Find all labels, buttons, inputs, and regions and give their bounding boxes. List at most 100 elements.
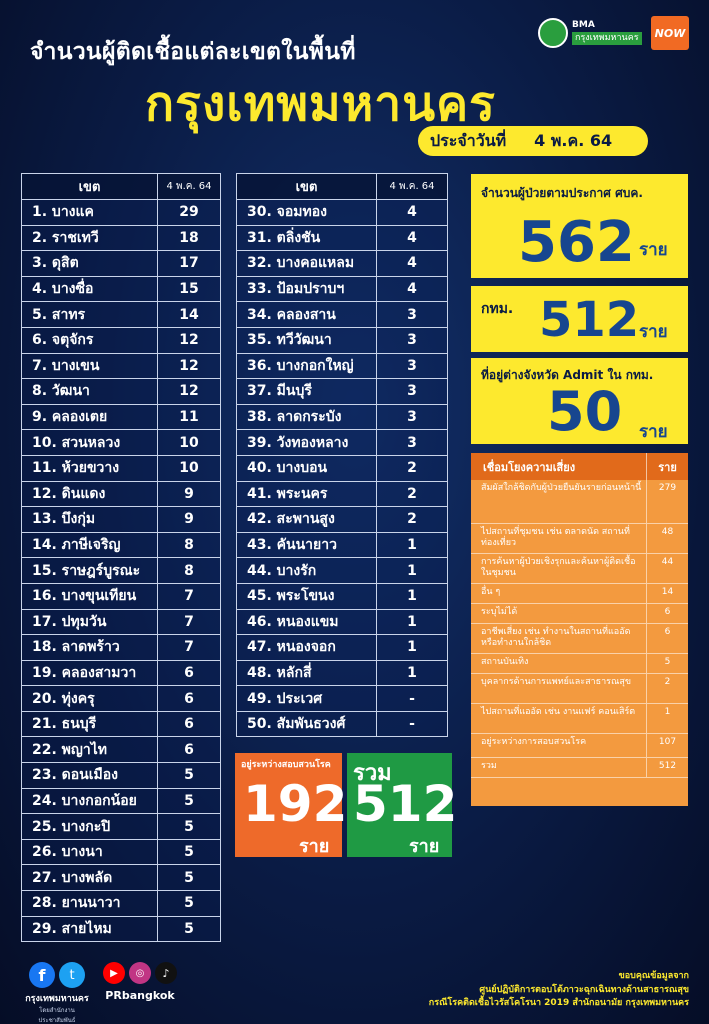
district-name: 34. คลองสาน	[236, 301, 377, 328]
risk-row: สถานบันเทิง 5	[471, 654, 688, 674]
bkk-value: 512	[539, 292, 640, 348]
district-row: 28. ยานนาวา 5	[21, 890, 221, 917]
district-name: 10. สวนหลวง	[21, 429, 158, 456]
district-name: 28. ยานนาวา	[21, 890, 158, 917]
facebook-icon[interactable]: f	[29, 962, 55, 988]
district-count: 10	[157, 429, 221, 456]
district-row: 1. บางแค 29	[21, 199, 221, 226]
district-row: 46. หนองแขม 1	[236, 608, 448, 636]
other-label: ที่อยู่ต่างจังหวัด Admit ใน กทม.	[481, 368, 654, 382]
district-row: 7. บางเขน 12	[21, 352, 221, 380]
district-count: 6	[157, 659, 221, 687]
youtube-icon[interactable]: ▶	[103, 962, 125, 984]
district-row: 35. ทวีวัฒนา 3	[236, 326, 448, 354]
risk-row: การค้นหาผู้ป่วยเชิงรุกและค้นหาผู้ติดเชื้…	[471, 554, 688, 584]
district-row: 37. มีนบุรี 3	[236, 378, 448, 405]
district-name: 47. หนองจอก	[236, 634, 377, 661]
district-row: 19. คลองสามวา 6	[21, 659, 221, 687]
district-row: 34. คลองสาน 3	[236, 301, 448, 328]
district-count: 7	[157, 634, 221, 661]
risk-label: ไปสถานที่ชุมชน เช่น ตลาดนัด สถานที่ท่องเ…	[481, 527, 630, 549]
district-name: 43. คันนายาว	[236, 531, 377, 559]
district-row: 39. วังทองหลาง 3	[236, 429, 448, 456]
investigating-label: อยู่ระหว่างสอบสวนโรค	[241, 760, 331, 770]
total-value: 512	[353, 775, 458, 833]
risk-value: 6	[646, 604, 688, 623]
district-count: 7	[157, 608, 221, 636]
district-name: 26. บางนา	[21, 838, 158, 866]
district-row: 40. บางบอน 2	[236, 454, 448, 482]
district-name: 50. สัมพันธวงศ์	[236, 710, 377, 738]
district-count: 5	[157, 915, 221, 943]
district-row: 4. บางซื่อ 15	[21, 275, 221, 303]
district-name: 48. หลักสี่	[236, 659, 377, 687]
risk-col-unit: ราย	[646, 453, 688, 480]
district-count: 8	[157, 557, 221, 584]
district-count: -	[376, 685, 448, 712]
district-row: 49. ประเวศ -	[236, 685, 448, 712]
risk-label: สถานบันเทิง	[481, 657, 529, 667]
col-date: 4 พ.ค. 64	[157, 173, 221, 200]
district-count: 6	[157, 736, 221, 764]
district-count: 17	[157, 250, 221, 277]
investigating-value: 192	[243, 775, 348, 833]
district-row: 12. ดินแดง 9	[21, 480, 221, 508]
district-row: 14. ภาษีเจริญ 8	[21, 531, 221, 559]
tiktok-icon[interactable]: ♪	[155, 962, 177, 984]
district-name: 40. บางบอน	[236, 454, 377, 482]
district-name: 38. ลาดกระบัง	[236, 403, 377, 431]
district-name: 49. ประเวศ	[236, 685, 377, 712]
district-row: 24. บางกอกน้อย 5	[21, 787, 221, 815]
district-count: 29	[157, 199, 221, 226]
district-row: 30. จอมทอง 4	[236, 199, 448, 226]
date-pill: ประจำวันที่ 4 พ.ค. 64	[418, 126, 648, 156]
district-count: 5	[157, 890, 221, 917]
district-row: 13. บึงกุ่ม 9	[21, 506, 221, 533]
district-count: 14	[157, 301, 221, 328]
district-name: 2. ราชเทวี	[21, 224, 158, 252]
total-label: รวม	[353, 761, 392, 786]
bkk-unit: ราย	[639, 322, 668, 342]
district-row: 38. ลาดกระบัง 3	[236, 403, 448, 431]
risk-row: ไปสถานที่แออัด เช่น งานแฟร์ คอนเสิร์ต 1	[471, 704, 688, 734]
district-row: 23. ดอนเมือง 5	[21, 762, 221, 789]
district-count: 3	[376, 403, 448, 431]
footer-right-name: PRbangkok	[105, 989, 175, 1002]
district-count: 3	[376, 378, 448, 405]
risk-value: 279	[646, 480, 688, 523]
district-count: 2	[376, 454, 448, 482]
district-row: 50. สัมพันธวงศ์ -	[236, 710, 448, 738]
bma-logo-top: BMA	[572, 20, 595, 30]
district-name: 20. ทุ่งครุ	[21, 685, 158, 712]
announced-label: จำนวนผู้ป่วยตามประกาศ ศบค.	[481, 186, 643, 200]
district-row: 29. สายไหม 5	[21, 915, 221, 943]
instagram-icon[interactable]: ◎	[129, 962, 151, 984]
risk-label: อยู่ระหว่างการสอบสวนโรค	[481, 737, 587, 747]
district-count: 3	[376, 429, 448, 456]
district-name: 31. ตลิ่งชัน	[236, 224, 377, 252]
risk-value: 6	[646, 624, 688, 653]
district-name: 11. ห้วยขวาง	[21, 454, 158, 482]
twitter-icon[interactable]: t	[59, 962, 85, 988]
other-unit: ราย	[639, 422, 668, 442]
risk-value: 48	[646, 524, 688, 553]
district-row: 41. พระนคร 2	[236, 480, 448, 508]
district-count: 1	[376, 634, 448, 661]
district-row: 43. คันนายาว 1	[236, 531, 448, 559]
district-name: 35. ทวีวัฒนา	[236, 326, 377, 354]
district-count: 15	[157, 275, 221, 303]
district-count: 5	[157, 787, 221, 815]
risk-label: การค้นหาผู้ป่วยเชิงรุกและค้นหาผู้ติดเชื้…	[481, 557, 636, 579]
district-count: 9	[157, 506, 221, 533]
district-name: 45. พระโขนง	[236, 582, 377, 610]
district-count: 1	[376, 557, 448, 584]
footer-left-name: กรุงเทพมหานคร	[25, 994, 89, 1004]
col-district: เขต	[21, 173, 158, 200]
district-row: 32. บางคอแหลม 4	[236, 250, 448, 277]
district-count: 1	[376, 531, 448, 559]
now-logo: NOW	[651, 16, 689, 50]
district-count: 12	[157, 378, 221, 405]
risk-value: 2	[646, 674, 688, 703]
district-row: 2. ราชเทวี 18	[21, 224, 221, 252]
district-name: 17. ปทุมวัน	[21, 608, 158, 636]
